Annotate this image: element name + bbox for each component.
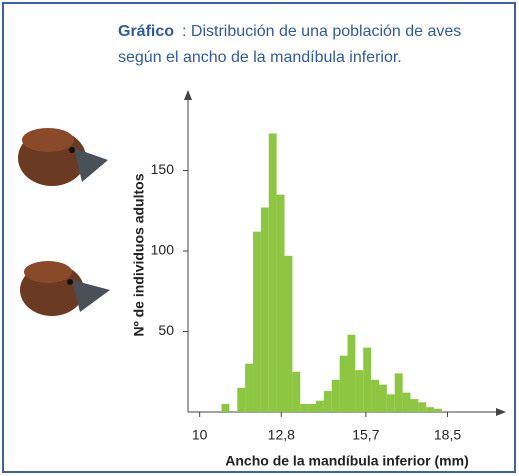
- bar: [285, 256, 293, 412]
- y-tick-label: 50: [158, 322, 174, 338]
- bar: [308, 404, 316, 412]
- bar: [316, 401, 324, 412]
- bar: [426, 407, 434, 412]
- bar: [434, 409, 442, 412]
- title-text: : Distribución de una población de aves: [182, 23, 461, 40]
- bar: [292, 372, 300, 412]
- bar: [300, 404, 308, 412]
- bar: [222, 404, 230, 412]
- bar: [403, 393, 411, 412]
- bar: [269, 133, 277, 412]
- bar: [253, 232, 261, 412]
- bar: [363, 348, 371, 412]
- page: Gráfico : Distribución de una población d…: [0, 0, 519, 476]
- bar: [395, 373, 403, 412]
- bar: [324, 391, 332, 412]
- x-tick-label: 18,5: [434, 427, 461, 443]
- x-tick-label: 10: [192, 427, 208, 443]
- chart-title: Gráfico : Distribución de una población d…: [118, 23, 461, 40]
- bar: [237, 388, 245, 412]
- x-tick-label: 15,7: [352, 427, 379, 443]
- x-axis-label: Ancho de la mandíbula inferior (mm): [225, 453, 468, 469]
- bar: [245, 364, 253, 412]
- bar: [355, 370, 363, 412]
- bar: [418, 402, 426, 412]
- bar: [371, 380, 379, 412]
- bar: [410, 399, 418, 412]
- chart-subtitle: según el ancho de la mandíbula inferior.: [118, 49, 402, 66]
- bar: [340, 356, 348, 412]
- bar: [261, 208, 269, 412]
- x-tick-label: 12,8: [268, 427, 295, 443]
- y-tick-label: 150: [151, 161, 175, 177]
- bar: [379, 385, 387, 412]
- y-axis-label: Nº de individuos adultos: [131, 173, 147, 336]
- bar: [387, 394, 395, 412]
- bar: [347, 335, 355, 412]
- bar: [332, 380, 340, 412]
- y-tick-label: 100: [151, 242, 175, 258]
- bar: [277, 195, 285, 412]
- title-label: Gráfico: [118, 23, 174, 40]
